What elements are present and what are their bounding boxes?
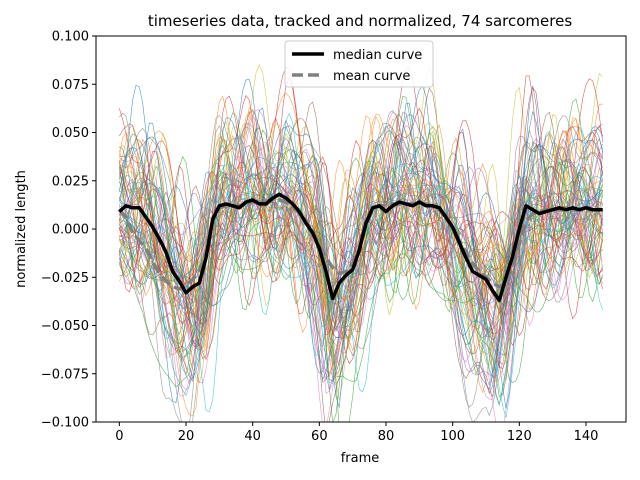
y-tick-label: −0.050 [41,319,89,334]
y-tick-label: 0.025 [52,174,89,189]
sarcomere-trace [119,137,603,286]
y-tick-label: 0.050 [52,126,89,141]
sarcomere-trace [119,119,603,384]
sarcomere-trace [119,186,603,322]
sarcomere-trace [119,161,603,375]
sarcomere-trace [119,123,603,366]
sarcomere-trace [119,166,603,356]
sarcomere-trace [119,112,603,418]
sarcomere-trace [119,111,603,380]
y-axis-title: normalized length [14,170,29,288]
y-tick-label: 0.075 [52,78,89,93]
x-tick-label: 0 [115,429,123,444]
legend: median curve mean curve [284,40,434,88]
summary-series [117,192,603,303]
sarcomere-trace [119,170,603,328]
chart-title: timeseries data, tracked and normalized,… [148,12,572,30]
x-tick-label: 20 [178,429,195,444]
x-tick-label: 40 [244,429,261,444]
sarcomere-trace [119,163,603,407]
sarcomere-trace [119,87,603,333]
sarcomere-trace [119,122,603,400]
y-tick-label: 0.100 [52,30,89,45]
sarcomere-trace [119,123,603,387]
y-tick-label: −0.100 [41,416,89,431]
y-axis: −0.100 −0.075 −0.050 −0.025 0.000 0.025 0.050 0… [41,30,96,431]
y-tick-label: 0.000 [52,223,89,238]
x-tick-label: 100 [440,429,465,444]
x-tick-label: 120 [507,429,532,444]
legend-mean-label: mean curve [333,69,410,84]
sarcomere-trace [119,139,603,382]
y-tick-label: −0.025 [41,271,89,286]
x-axis: 0 20 40 60 80 100 120 140 [115,422,598,444]
x-tick-label: 140 [574,429,599,444]
sarcomere-trace [119,112,603,422]
median-curve [118,192,603,303]
sarcomere-trace [119,75,603,335]
x-tick-label: 80 [378,429,395,444]
y-tick-label: −0.075 [41,367,89,382]
legend-median-label: median curve [333,48,422,63]
x-tick-label: 60 [311,429,328,444]
x-axis-title: frame [341,451,380,466]
